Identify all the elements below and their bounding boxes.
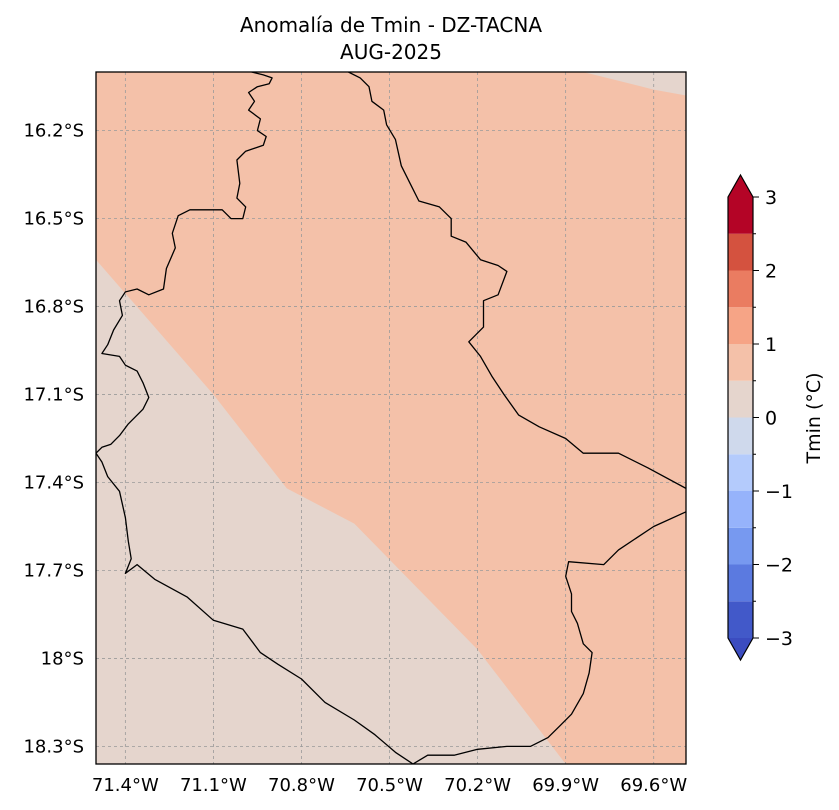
map-frame bbox=[95, 71, 687, 765]
map-gridlines bbox=[96, 72, 686, 764]
colorbar-tick-label: −2 bbox=[765, 555, 793, 577]
colorbar-tick-label: 2 bbox=[765, 261, 777, 283]
colorbar-label: Tmin (°C) bbox=[803, 372, 825, 464]
map-title-line1: Anomalía de Tmin - DZ-TACNA bbox=[240, 13, 542, 37]
longitude-tick-label: 69.6°W bbox=[620, 775, 687, 796]
longitude-tick-label: 70.2°W bbox=[444, 775, 511, 796]
colorbar-segment bbox=[728, 344, 753, 381]
colorbar-segment bbox=[728, 233, 753, 271]
map-title-line2: AUG-2025 bbox=[340, 40, 442, 64]
map-area bbox=[95, 71, 687, 765]
colorbar-segment bbox=[728, 491, 753, 528]
colorbar-segment bbox=[728, 307, 753, 344]
tacna-boundary bbox=[96, 72, 414, 764]
colorbar-extend-high bbox=[728, 175, 753, 197]
latitude-tick-label: 16.8°S bbox=[23, 297, 84, 318]
colorbar-segment bbox=[728, 417, 753, 455]
colorbar-segment bbox=[728, 564, 753, 602]
colorbar-segment bbox=[728, 270, 753, 308]
longitude-tick-label: 71.4°W bbox=[92, 775, 159, 796]
colorbar-segment bbox=[728, 527, 753, 565]
latitude-tick-label: 18°S bbox=[41, 648, 84, 669]
map-boundaries bbox=[96, 72, 686, 764]
latitude-ticks: 16.2°S 16.5°S 16.8°S 17.1°S 17.4°S 17.7°S 18°S… bbox=[23, 121, 84, 758]
latitude-tick-label: 16.5°S bbox=[23, 209, 84, 230]
anomaly-0-to-0.5-corner-region bbox=[583, 72, 686, 96]
colorbar: 3 2 1 0 −1 −2 −3 bbox=[727, 173, 793, 662]
tacna-northeast-boundary bbox=[348, 72, 686, 489]
longitude-ticks: 71.4°W 71.1°W 70.8°W 70.5°W 70.2°W 69.9°W 69.6… bbox=[92, 775, 687, 796]
colorbar-tick-label: −1 bbox=[765, 481, 793, 503]
tacna-east-boundary bbox=[412, 511, 686, 764]
latitude-tick-label: 17.1°S bbox=[23, 385, 84, 406]
colorbar-segment bbox=[728, 380, 753, 418]
longitude-tick-label: 71.1°W bbox=[180, 775, 247, 796]
longitude-tick-label: 69.9°W bbox=[532, 775, 599, 796]
latitude-tick-label: 18.3°S bbox=[23, 736, 84, 757]
colorbar-extend-low bbox=[728, 638, 753, 660]
colorbar-tick-label: 3 bbox=[765, 187, 777, 209]
colorbar-segment bbox=[728, 454, 753, 491]
latitude-tick-label: 16.2°S bbox=[23, 121, 84, 142]
colorbar-segment bbox=[728, 601, 753, 638]
latitude-tick-label: 17.7°S bbox=[23, 560, 84, 581]
longitude-tick-label: 70.8°W bbox=[268, 775, 335, 796]
colorbar-tick-label: −3 bbox=[765, 628, 793, 650]
colorbar-tick-label: 0 bbox=[765, 408, 777, 430]
longitude-tick-label: 70.5°W bbox=[356, 775, 423, 796]
colorbar-segment bbox=[728, 197, 753, 234]
colorbar-tick-label: 1 bbox=[765, 334, 777, 356]
latitude-tick-label: 17.4°S bbox=[23, 473, 84, 494]
